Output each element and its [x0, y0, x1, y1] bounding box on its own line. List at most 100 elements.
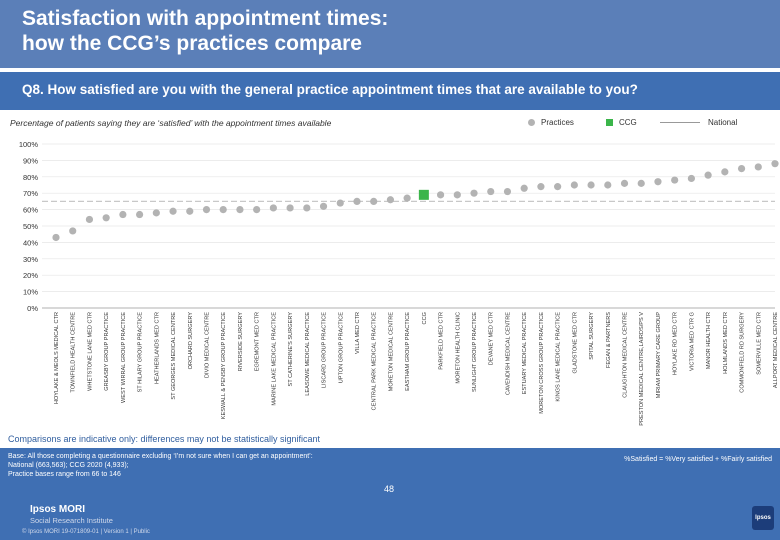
- legend-ccg: CCG: [606, 118, 637, 127]
- y-tick-label: 20%: [23, 271, 38, 280]
- y-tick-label: 60%: [23, 206, 38, 215]
- practice-point: [152, 209, 160, 217]
- legend-national-label: National: [708, 118, 738, 127]
- x-category-label: ST GEORGES MEDICAL CENTRE: [171, 312, 177, 400]
- practice-point: [503, 187, 512, 196]
- x-category-label: TOWNFIELD HEALTH CENTRE: [71, 312, 77, 393]
- y-tick-label: 30%: [23, 255, 38, 264]
- practice-point: [654, 178, 662, 186]
- x-category-label: HOYLAKE RD MED CTR: [673, 312, 679, 375]
- practice-point: [136, 210, 144, 219]
- practice-point: [671, 176, 679, 184]
- x-category-label: CCG: [422, 312, 428, 324]
- x-category-label: FEGAN & PARTNERS: [606, 312, 612, 368]
- x-category-label: WEST WIRRAL GROUP PRACTICE: [121, 312, 127, 403]
- footer-band: [0, 448, 780, 540]
- x-category-label: KINGS LANE MEDICAL PRACTICE: [556, 312, 562, 402]
- x-category-label: EGREMONT MED CTR: [255, 312, 261, 371]
- legend-practices: Practices: [528, 118, 574, 127]
- practice-point: [85, 215, 94, 224]
- practice-point: [52, 233, 60, 242]
- practice-point: [119, 210, 127, 219]
- x-category-label: DEVANEY MED CTR: [489, 312, 495, 365]
- ipsos-logo-icon: Ipsos: [752, 506, 774, 530]
- x-category-label: HEATHERLANDS MED CTR: [154, 312, 160, 384]
- base-line-2: Practice bases range from 66 to 146: [8, 471, 121, 478]
- x-category-label: EASTHAM GROUP PRACTICE: [405, 312, 411, 391]
- x-category-label: UPTON GROUP PRACTICE: [338, 312, 344, 384]
- practice-point: [186, 207, 194, 215]
- x-category-label: MARINE LAKE MEDICAL PRACTICE: [271, 312, 277, 406]
- x-category-label: ORCHARD SURGERY: [188, 312, 194, 370]
- practice-point: [436, 191, 445, 199]
- practice-point: [554, 183, 562, 191]
- x-category-label: KESWALL & PENSBY GROUP PRACTICE: [221, 312, 227, 420]
- practice-point: [637, 179, 645, 187]
- y-tick-label: 80%: [23, 173, 38, 182]
- practice-point: [470, 189, 478, 197]
- practice-point: [370, 197, 378, 205]
- practice-point: [69, 227, 77, 235]
- x-category-label: COMMONFIELD RD SURGERY: [740, 312, 746, 393]
- header-band: [0, 0, 780, 68]
- copyright-text: © Ipsos MORI 19-071809-01 | Version 1 | …: [22, 529, 150, 535]
- practice-point: [102, 214, 110, 222]
- question-text: Q8. How satisfied are you with the gener…: [22, 82, 638, 97]
- x-category-label: ST CATHERINE'S SURGERY: [288, 312, 294, 387]
- x-category-label: WHETSTONE LANE MED CTR: [87, 312, 93, 391]
- x-category-label: MANOR HEALTH CTR: [706, 312, 712, 369]
- practice-point: [202, 206, 211, 214]
- practice-point: [687, 174, 695, 183]
- x-category-label: CAVENDISH MEDICAL CENTRE: [505, 312, 511, 395]
- practice-point: [353, 197, 361, 205]
- practice-point: [319, 202, 328, 210]
- title-line-1: Satisfaction with appointment times:: [22, 7, 389, 30]
- x-category-label: LEASOWE MEDICAL PRACTICE: [305, 312, 311, 396]
- scatter-chart: 0% 10% 20% 30% 40% 50% 60% 70% 80% 90% 100% HOYLAK…: [19, 140, 779, 426]
- title-line-2: how the CCG’s practices compare: [22, 32, 362, 55]
- y-tick-label: 0%: [27, 304, 38, 313]
- practice-point: [286, 204, 294, 212]
- satisfied-definition: %Satisfied = %Very satisfied + %Fairly s…: [624, 456, 772, 463]
- practice-point: [604, 181, 612, 189]
- national-line-icon: [660, 122, 700, 124]
- y-tick-label: 70%: [23, 189, 38, 198]
- x-category-label: VILLA MED CTR: [355, 312, 361, 354]
- practice-point: [570, 181, 578, 189]
- x-category-label: HOLMLANDS MED CTR: [723, 312, 729, 374]
- y-tick-label: 100%: [19, 140, 39, 149]
- practice-point: [771, 160, 779, 168]
- x-category-label: DIVIO MEDICAL CENTRE: [204, 312, 210, 378]
- practice-point: [737, 165, 746, 173]
- page-title: Satisfaction with appointment times: how…: [22, 6, 622, 56]
- practice-point: [303, 204, 311, 212]
- ccg-point: [418, 189, 429, 200]
- practice-point: [336, 199, 344, 207]
- base-line-1: Base: All those completing a questionnai…: [8, 453, 313, 469]
- x-category-label: ALLPORT MEDICAL CENTRE: [773, 312, 779, 388]
- y-tick-label: 50%: [23, 222, 38, 231]
- ccg-marker-icon: [606, 119, 613, 126]
- x-category-label: MORETON HEALTH CLINIC: [455, 312, 461, 384]
- legend-national: National: [660, 118, 737, 127]
- chart-subtitle: Percentage of patients saying they are ‘…: [10, 118, 332, 128]
- y-tick-label: 40%: [23, 238, 38, 247]
- practice-point: [236, 206, 244, 214]
- brand-logo: Ipsos MORI: [30, 504, 86, 515]
- x-category-label: SPITAL SURGERY: [589, 312, 595, 360]
- legend-ccg-label: CCG: [619, 118, 637, 127]
- practice-point: [403, 194, 411, 202]
- practice-point: [169, 207, 177, 215]
- legend-practices-label: Practices: [541, 118, 574, 127]
- x-category-label: MORETON MEDICAL CENTRE: [388, 312, 394, 392]
- practice-point: [520, 184, 528, 192]
- practice-point: [587, 181, 595, 189]
- x-category-label: VICTORIA MED CTR G: [689, 312, 695, 371]
- x-category-label: PARKFIELD MED CTR: [439, 312, 445, 370]
- x-category-label: MORETON CROSS GROUP PRACTICE: [539, 312, 545, 414]
- practice-point: [386, 196, 395, 204]
- base-text: Base: All those completing a questionnai…: [8, 452, 338, 479]
- x-category-label: GLADSTONE MED CTR: [572, 312, 578, 373]
- y-tick-label: 10%: [23, 288, 38, 297]
- x-category-label: SUNLIGHT GROUP PRACTICE: [472, 312, 478, 392]
